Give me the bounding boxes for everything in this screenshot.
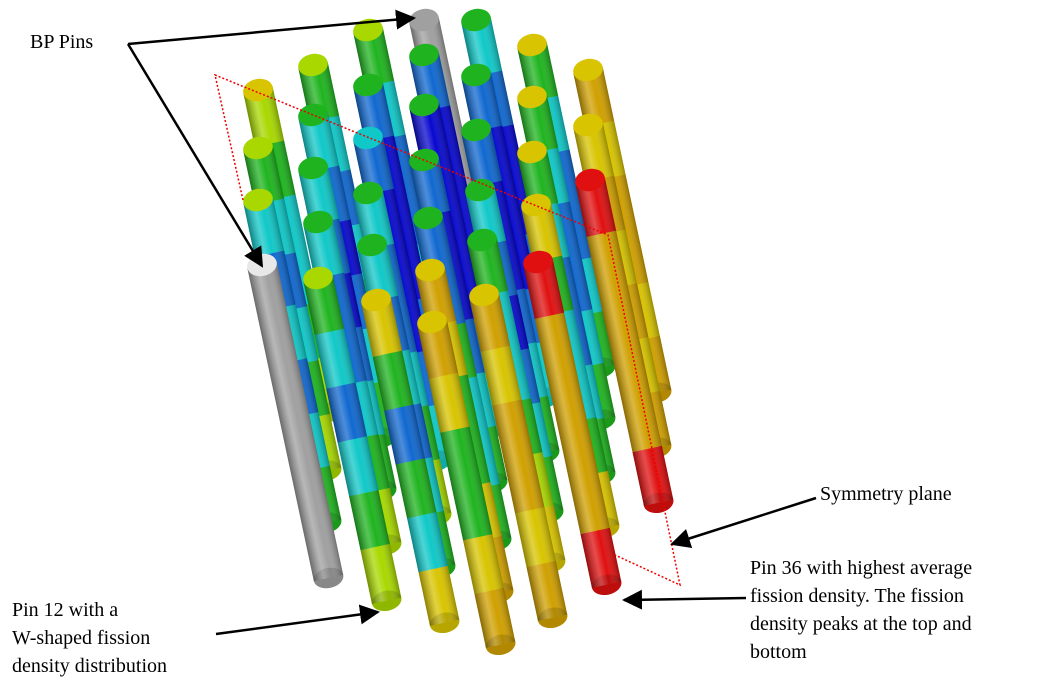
pin-cap xyxy=(575,168,605,192)
pin xyxy=(303,266,402,612)
pin xyxy=(417,310,516,656)
label: W-shaped fission xyxy=(12,627,150,649)
label: density peaks at the top and xyxy=(750,613,972,635)
annotation-arrows xyxy=(126,9,817,636)
pin-cap xyxy=(243,78,273,102)
pin-cap xyxy=(573,58,603,82)
pin-cap xyxy=(361,288,391,312)
label: density distribution xyxy=(12,655,167,677)
label: BP Pins xyxy=(30,31,93,53)
arrow xyxy=(127,9,416,46)
pin xyxy=(575,168,674,514)
pin-cap xyxy=(521,193,551,217)
pin-cap xyxy=(461,8,491,32)
arrow xyxy=(215,604,380,636)
pin-cap xyxy=(465,178,495,202)
pin-cap xyxy=(469,283,499,307)
pin xyxy=(523,250,622,596)
pin-shading xyxy=(523,258,622,588)
pin-shading xyxy=(575,176,674,506)
pin-cap xyxy=(523,250,553,274)
pin-cap xyxy=(353,18,383,42)
arrow xyxy=(622,589,747,610)
pin-cap xyxy=(409,43,439,67)
pin-cap xyxy=(573,113,603,137)
pin-cap xyxy=(413,206,443,230)
label: Pin 36 with highest average xyxy=(750,557,972,579)
pin xyxy=(469,283,568,629)
pin-shading xyxy=(247,261,344,582)
pin xyxy=(247,253,344,589)
label: bottom xyxy=(750,641,807,663)
label: Symmetry plane xyxy=(820,483,952,505)
label: Pin 12 with a xyxy=(12,599,118,621)
arrow xyxy=(126,43,264,268)
pin-cap xyxy=(298,156,328,180)
pin-cap xyxy=(353,181,383,205)
pin-shading xyxy=(417,318,516,648)
pin-shading xyxy=(361,296,460,626)
pin-cap xyxy=(357,233,387,257)
pin-cap xyxy=(409,8,439,32)
pin-cap xyxy=(353,73,383,97)
pin-cap xyxy=(461,63,491,87)
pin-cap xyxy=(303,210,333,234)
arrow xyxy=(670,496,817,549)
pin-bundle xyxy=(243,8,674,656)
pin-cap xyxy=(243,136,273,160)
pin-cap xyxy=(517,85,547,109)
pin-shading xyxy=(303,274,402,604)
label: fission density. The fission xyxy=(750,585,964,607)
plane-outline xyxy=(213,73,682,587)
pin-cap xyxy=(467,228,497,252)
pin-cap xyxy=(409,93,439,117)
pin-cap xyxy=(303,266,333,290)
pin-cap xyxy=(298,53,328,77)
pin-cap xyxy=(461,118,491,142)
pin-cap xyxy=(517,33,547,57)
pin-cap xyxy=(517,140,547,164)
pin-cap xyxy=(243,188,273,212)
symmetry-plane xyxy=(213,73,682,587)
pin-shading xyxy=(469,291,568,621)
pin xyxy=(361,288,460,634)
pin-cap xyxy=(415,258,445,282)
pin-cap xyxy=(417,310,447,334)
